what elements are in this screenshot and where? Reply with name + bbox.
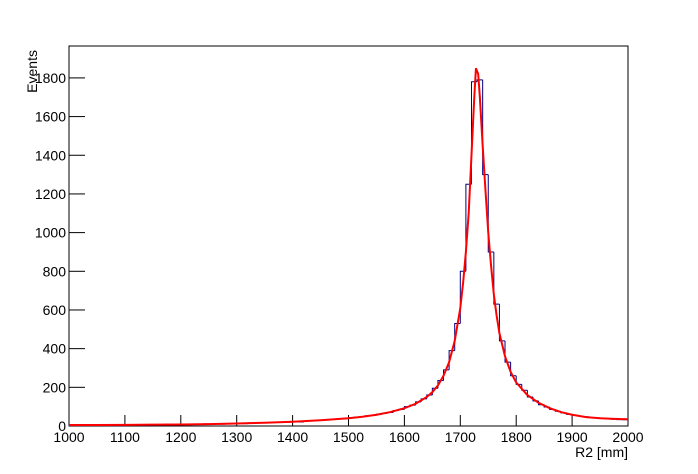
y-tick-label: 200 (43, 379, 67, 395)
y-tick-label: 1400 (35, 147, 66, 163)
y-tick-label: 400 (43, 341, 67, 357)
histogram-bin (493, 251, 500, 305)
y-tick-label: 1200 (35, 186, 66, 202)
x-tick-label: 1000 (53, 429, 84, 445)
x-tick-label: 1300 (221, 429, 252, 445)
x-tick-label: 1700 (445, 429, 476, 445)
histogram-bin (510, 362, 517, 377)
x-tick-label: 1200 (165, 429, 196, 445)
fit-curve (69, 67, 629, 427)
x-tick-label: 1800 (501, 429, 532, 445)
histogram-bin (504, 340, 511, 363)
x-tick-label: 2000 (612, 429, 643, 445)
y-tick-label: 0 (58, 418, 66, 434)
x-tick-label: 1500 (333, 429, 364, 445)
histogram-bin (498, 304, 506, 342)
histogram-bin (482, 79, 489, 176)
y-tick-label: 1800 (35, 70, 66, 86)
x-tick-label: 1600 (389, 429, 420, 445)
y-tick-label: 1600 (35, 109, 66, 125)
x-tick-label: 1900 (557, 429, 588, 445)
y-tick-label: 800 (43, 263, 67, 279)
y-axis-title: Events (24, 50, 40, 93)
frame (68, 45, 629, 427)
x-tick-label: 1100 (110, 429, 140, 445)
y-tick-label: 600 (43, 302, 67, 318)
histogram-bin (476, 79, 483, 82)
x-axis-title: R2 [mm] (575, 444, 628, 460)
histogram-bin (515, 375, 522, 385)
histogram-bin (487, 174, 494, 253)
y-tick-label: 1000 (35, 225, 66, 241)
x-tick-label: 1400 (277, 429, 308, 445)
